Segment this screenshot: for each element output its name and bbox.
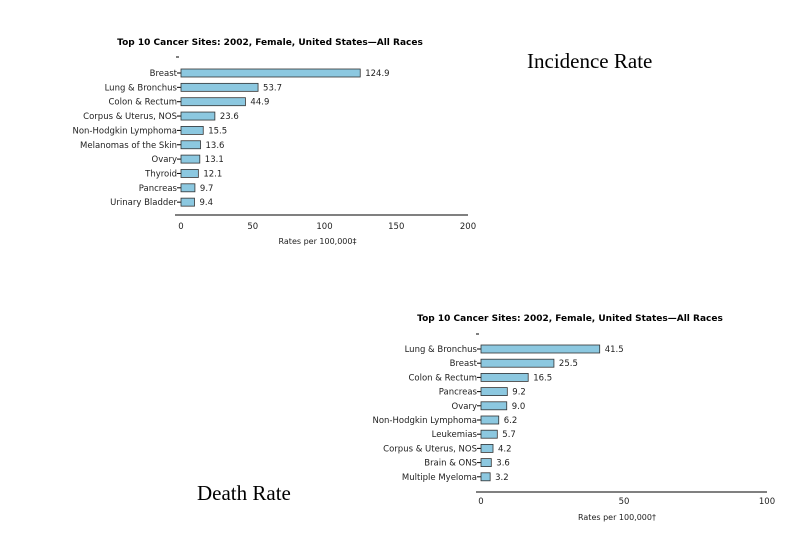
incidence-data-label: 12.1 xyxy=(203,169,222,179)
incidence-category-label: Non-Hodgkin Lymphoma xyxy=(72,126,177,136)
death-bar xyxy=(480,429,498,439)
death-rate-caption: Death Rate xyxy=(197,481,291,505)
death-data-label: 16.5 xyxy=(533,373,552,383)
death-bar xyxy=(480,443,494,453)
death-category-label: Breast xyxy=(450,359,478,369)
incidence-x-tick-label: 0 xyxy=(178,222,183,232)
death-data-label: 3.2 xyxy=(495,473,509,483)
death-x-tick-label: 100 xyxy=(759,497,775,507)
incidence-category-label: Corpus & Uterus, NOS xyxy=(83,112,177,122)
incidence-bar xyxy=(180,97,246,107)
death-category-label: Lung & Bronchus xyxy=(405,345,478,355)
death-data-label: 6.2 xyxy=(504,416,518,426)
incidence-category-label: Urinary Bladder xyxy=(110,198,177,208)
incidence-bar xyxy=(180,68,361,78)
death-data-label: 9.0 xyxy=(512,402,526,412)
death-data-label: 25.5 xyxy=(559,359,578,369)
incidence-bar xyxy=(180,82,259,92)
incidence-data-label: 124.9 xyxy=(365,69,389,79)
death-x-tick-label: 0 xyxy=(478,497,483,507)
incidence-bar xyxy=(180,197,195,207)
incidence-data-label: 13.6 xyxy=(206,141,225,151)
death-bar xyxy=(480,344,601,354)
incidence-bar xyxy=(180,126,204,135)
incidence-x-axis-label: Rates per 100,000‡ xyxy=(279,237,357,246)
incidence-category-label: Ovary xyxy=(152,155,177,165)
incidence-data-label: 44.9 xyxy=(250,98,269,108)
death-data-label: 41.5 xyxy=(605,345,624,355)
incidence-bar xyxy=(180,140,201,150)
death-category-label: Non-Hodgkin Lymphoma xyxy=(372,416,477,426)
death-category-label: Brain & ONS xyxy=(424,459,477,469)
incidence-data-label: 15.5 xyxy=(208,126,227,136)
death-bar xyxy=(480,458,492,468)
incidence-data-label: 9.7 xyxy=(200,184,214,194)
incidence-x-tick-label: 50 xyxy=(247,222,258,232)
incidence-x-tick-label: 150 xyxy=(388,222,404,232)
death-category-label: Leukemias xyxy=(432,430,478,440)
incidence-rate-caption: Incidence Rate xyxy=(527,49,653,73)
death-category-label: Multiple Myeloma xyxy=(402,473,477,483)
incidence-category-label: Melanomas of the Skin xyxy=(80,141,177,151)
death-category-label: Pancreas xyxy=(439,388,478,398)
death-x-axis-label: Rates per 100,000† xyxy=(578,513,656,522)
incidence-category-label: Thyroid xyxy=(144,169,177,179)
incidence-bar xyxy=(180,111,216,121)
incidence-category-label: Colon & Rectum xyxy=(108,98,177,108)
incidence-bar xyxy=(180,154,201,164)
death-bar xyxy=(480,415,500,425)
incidence-data-label: 23.6 xyxy=(220,112,239,122)
incidence-bar xyxy=(180,169,199,178)
death-bar xyxy=(480,372,529,382)
incidence-category-label: Pancreas xyxy=(139,184,178,194)
incidence-data-label: 9.4 xyxy=(199,198,213,208)
death-category-label: Colon & Rectum xyxy=(408,373,477,383)
incidence-chart-title: Top 10 Cancer Sites: 2002, Female, Unite… xyxy=(117,38,423,48)
death-data-label: 3.6 xyxy=(496,459,510,469)
incidence-category-label: Lung & Bronchus xyxy=(105,83,178,93)
death-data-label: 5.7 xyxy=(502,430,516,440)
incidence-category-label: Breast xyxy=(150,69,178,79)
death-bar xyxy=(480,358,555,368)
incidence-data-label: 53.7 xyxy=(263,83,282,93)
death-data-label: 4.2 xyxy=(498,444,512,454)
death-bar xyxy=(480,387,508,397)
death-category-label: Ovary xyxy=(452,402,477,412)
death-bar xyxy=(480,401,508,411)
incidence-x-tick-label: 100 xyxy=(316,222,332,232)
incidence-data-label: 13.1 xyxy=(205,155,224,165)
death-data-label: 9.2 xyxy=(512,388,526,398)
death-category-label: Corpus & Uterus, NOS xyxy=(383,444,477,454)
death-x-tick-label: 50 xyxy=(619,497,630,507)
incidence-x-tick-label: 200 xyxy=(460,222,476,232)
death-chart-title: Top 10 Cancer Sites: 2002, Female, Unite… xyxy=(417,314,723,324)
death-bar xyxy=(480,472,491,482)
incidence-bar xyxy=(180,183,196,193)
